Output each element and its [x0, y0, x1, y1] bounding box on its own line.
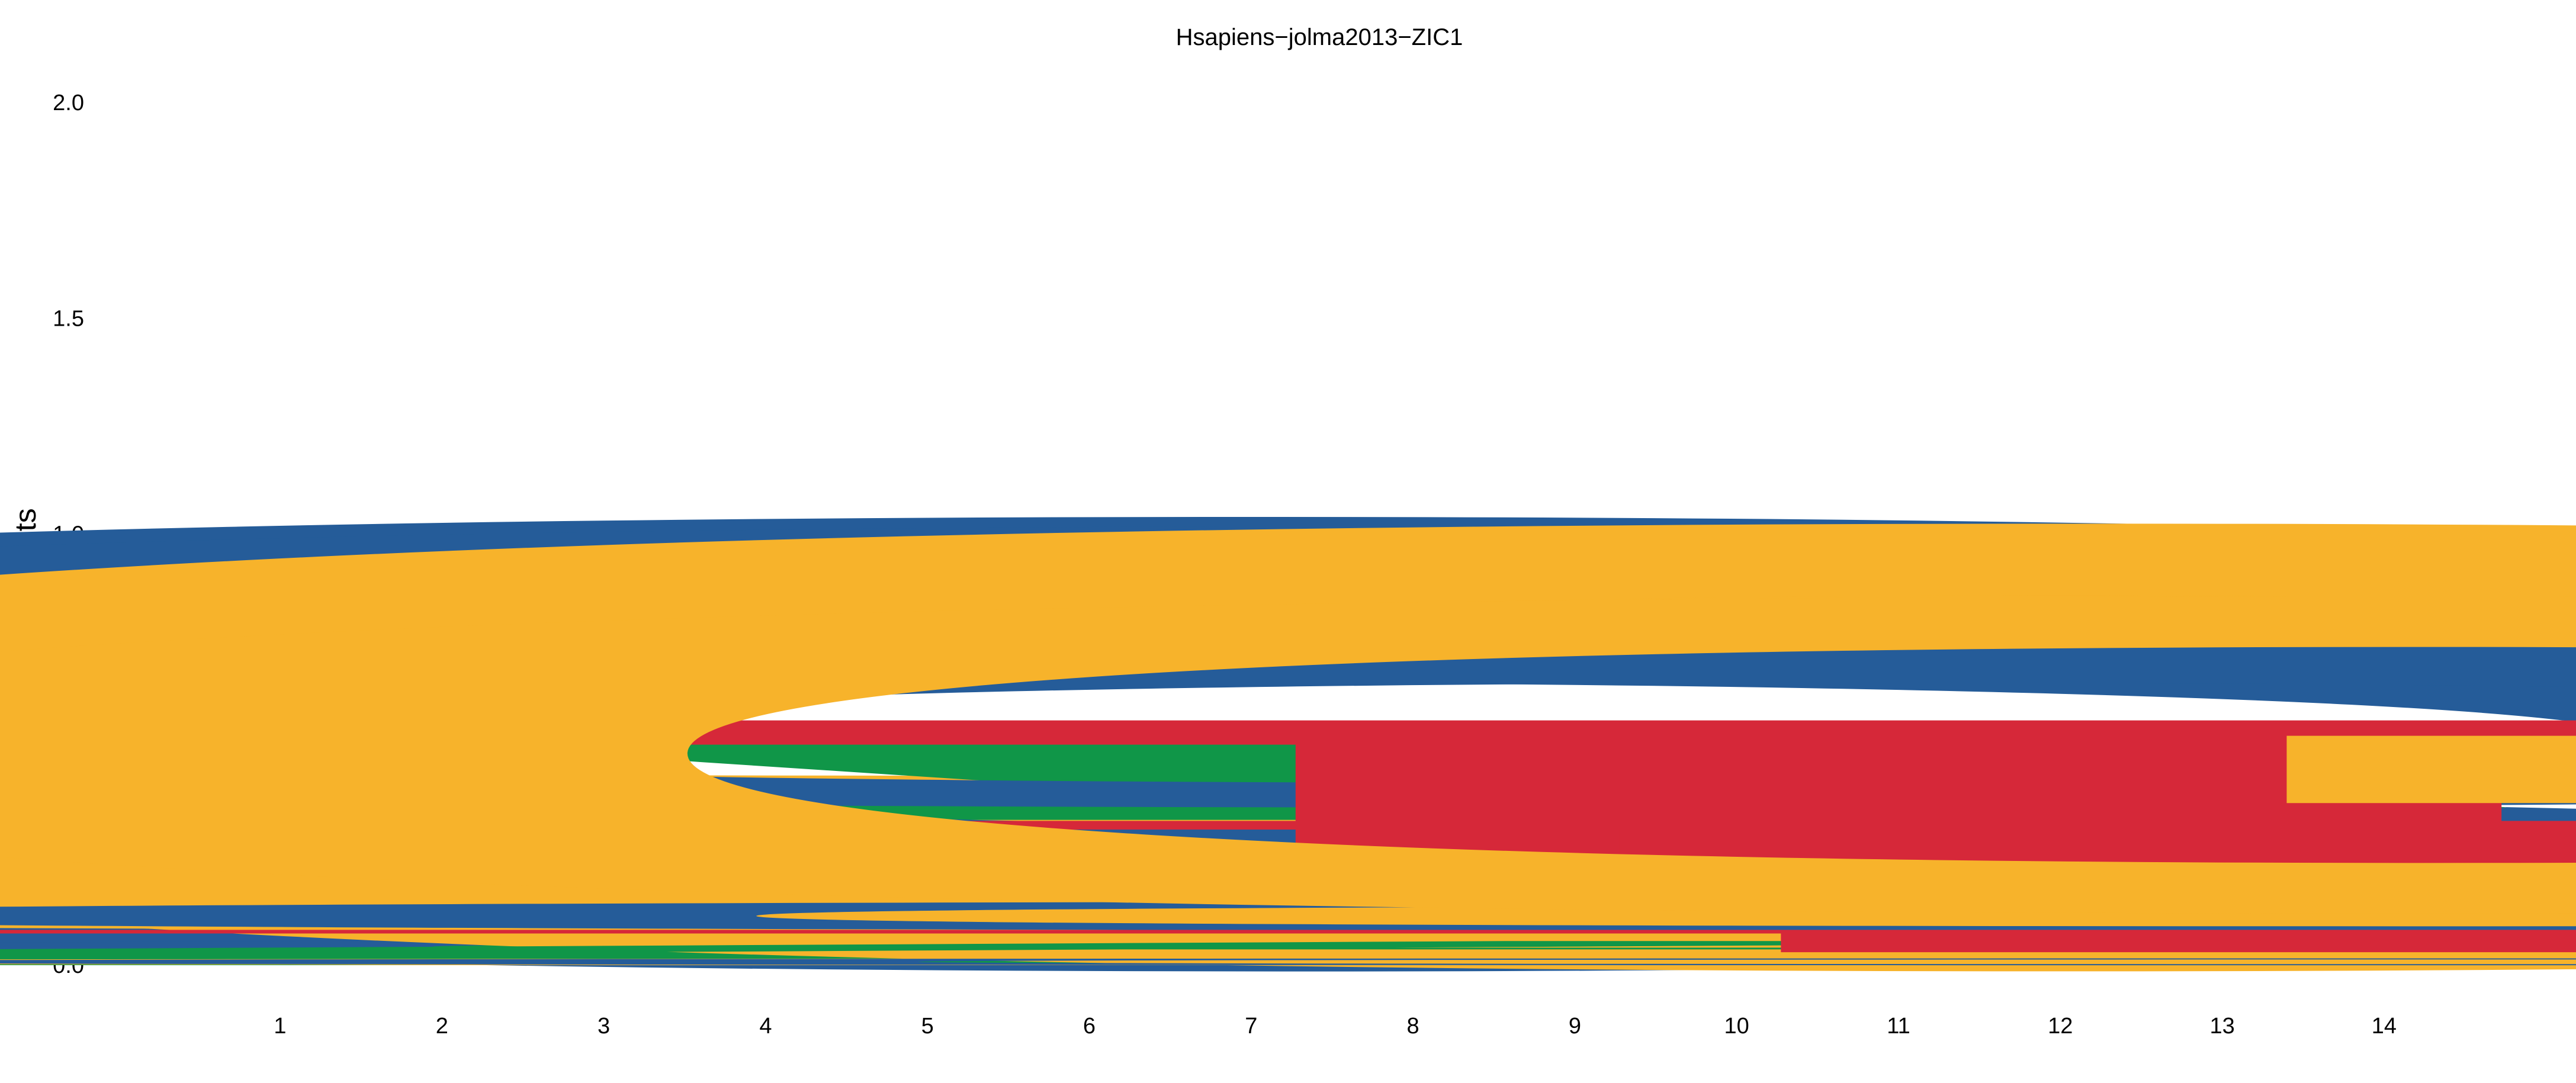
x-tick-label: 11 — [1887, 1014, 1910, 1039]
y-tick-label: 0.5 — [53, 738, 84, 763]
x-tick-label: 8 — [1407, 1014, 1419, 1039]
letter-g: G — [0, 471, 2576, 1023]
logo-column: AC — [0, 397, 2576, 1083]
x-tick-label: 7 — [1245, 1014, 1257, 1039]
logo-column: GTAC — [0, 478, 2576, 1026]
letter-a: A — [0, 931, 2576, 957]
letter-stacks: ACTGTCGAGTACGTACGTACCACTCAGGTCACGTGGACTC… — [0, 384, 2576, 1083]
letter-c: C — [0, 384, 2576, 1083]
letter-g: G — [0, 879, 2576, 949]
y-axis-title: Bits — [9, 508, 42, 557]
x-tick-label: 1 — [274, 1014, 286, 1039]
letter-g: G — [0, 962, 2576, 966]
x-tick-label: 2 — [436, 1014, 448, 1039]
logo-column: ACGT — [0, 673, 2576, 968]
letter-g: G — [0, 889, 2576, 940]
y-tick-label: 1.0 — [53, 522, 84, 547]
letter-t: T — [0, 673, 2576, 917]
x-tick-label: 3 — [598, 1014, 610, 1039]
letter-c: C — [0, 943, 2576, 965]
letter-g: G — [0, 956, 2576, 967]
y-tick-label: 2.0 — [53, 91, 84, 115]
x-tick-label: 12 — [2048, 1014, 2073, 1039]
x-tick-label: 4 — [759, 1014, 772, 1039]
x-axis-ticks: 1 2 3 4 5 6 7 8 9 10 11 12 13 14 — [274, 1014, 2397, 1039]
logo-column: GTAC — [0, 568, 2576, 968]
letter-t: T — [0, 893, 2576, 976]
letter-a: A — [0, 937, 2576, 956]
chart-title: Hsapiens−jolma2013−ZIC1 — [1176, 24, 1463, 50]
letter-c: C — [0, 568, 2576, 968]
x-tick-label: 14 — [2372, 1014, 2397, 1039]
letter-c: C — [0, 892, 2576, 940]
letter-g: G — [0, 503, 2576, 1004]
letter-g: G — [0, 962, 2576, 966]
logo-column: TC — [0, 608, 2576, 991]
letter-t: T — [0, 958, 2576, 962]
letter-c: C — [0, 478, 2576, 1026]
letter-g: G — [0, 962, 2576, 966]
letter-a: A — [0, 908, 2576, 952]
letter-c: C — [0, 585, 2576, 926]
letter-c: C — [0, 608, 2576, 851]
y-tick-label: 1.5 — [53, 306, 84, 331]
letter-g: G — [0, 748, 2576, 894]
logo-column: ACTG — [0, 748, 2576, 966]
logo-column: G — [0, 393, 2576, 1083]
letter-t: T — [0, 856, 2576, 991]
letter-a: A — [0, 933, 2576, 972]
letter-t: T — [0, 949, 2576, 964]
letter-a: A — [0, 956, 2576, 967]
x-tick-label: 5 — [921, 1014, 934, 1039]
logo-column: TCGA — [0, 682, 2576, 966]
x-tick-label: 10 — [1724, 1014, 1749, 1039]
letter-t: T — [0, 955, 2576, 962]
x-tick-label: 13 — [2209, 1014, 2234, 1039]
logo-column: GTC — [0, 585, 2576, 976]
logo-column: AG — [0, 471, 2576, 1023]
letter-c: C — [0, 397, 2576, 1083]
letter-a: A — [0, 962, 2576, 966]
letter-a: A — [0, 682, 2576, 893]
letter-t: T — [0, 804, 2576, 891]
letter-c: C — [0, 937, 2576, 956]
y-tick-label: 0.0 — [53, 953, 84, 978]
logo-column: C — [0, 384, 2576, 1083]
logo-column: CTG — [0, 503, 2576, 1004]
x-tick-label: 9 — [1569, 1014, 1581, 1039]
y-axis-ticks: 0.0 0.5 1.0 1.5 2.0 — [53, 91, 84, 978]
x-tick-label: 6 — [1083, 1014, 1096, 1039]
letter-a: A — [0, 942, 2576, 960]
letter-t: T — [0, 923, 2576, 959]
letter-c: C — [0, 442, 2576, 1051]
letter-t: T — [0, 888, 2576, 946]
logo-column: GACT — [0, 804, 2576, 968]
letter-a: A — [0, 962, 2576, 966]
letter-g: G — [0, 962, 2576, 966]
letter-c: C — [0, 956, 2576, 967]
letter-g: G — [0, 393, 2576, 1083]
logo-column: GTAC — [0, 442, 2576, 1051]
letter-c: C — [0, 943, 2576, 965]
letter-t: T — [0, 962, 2576, 966]
